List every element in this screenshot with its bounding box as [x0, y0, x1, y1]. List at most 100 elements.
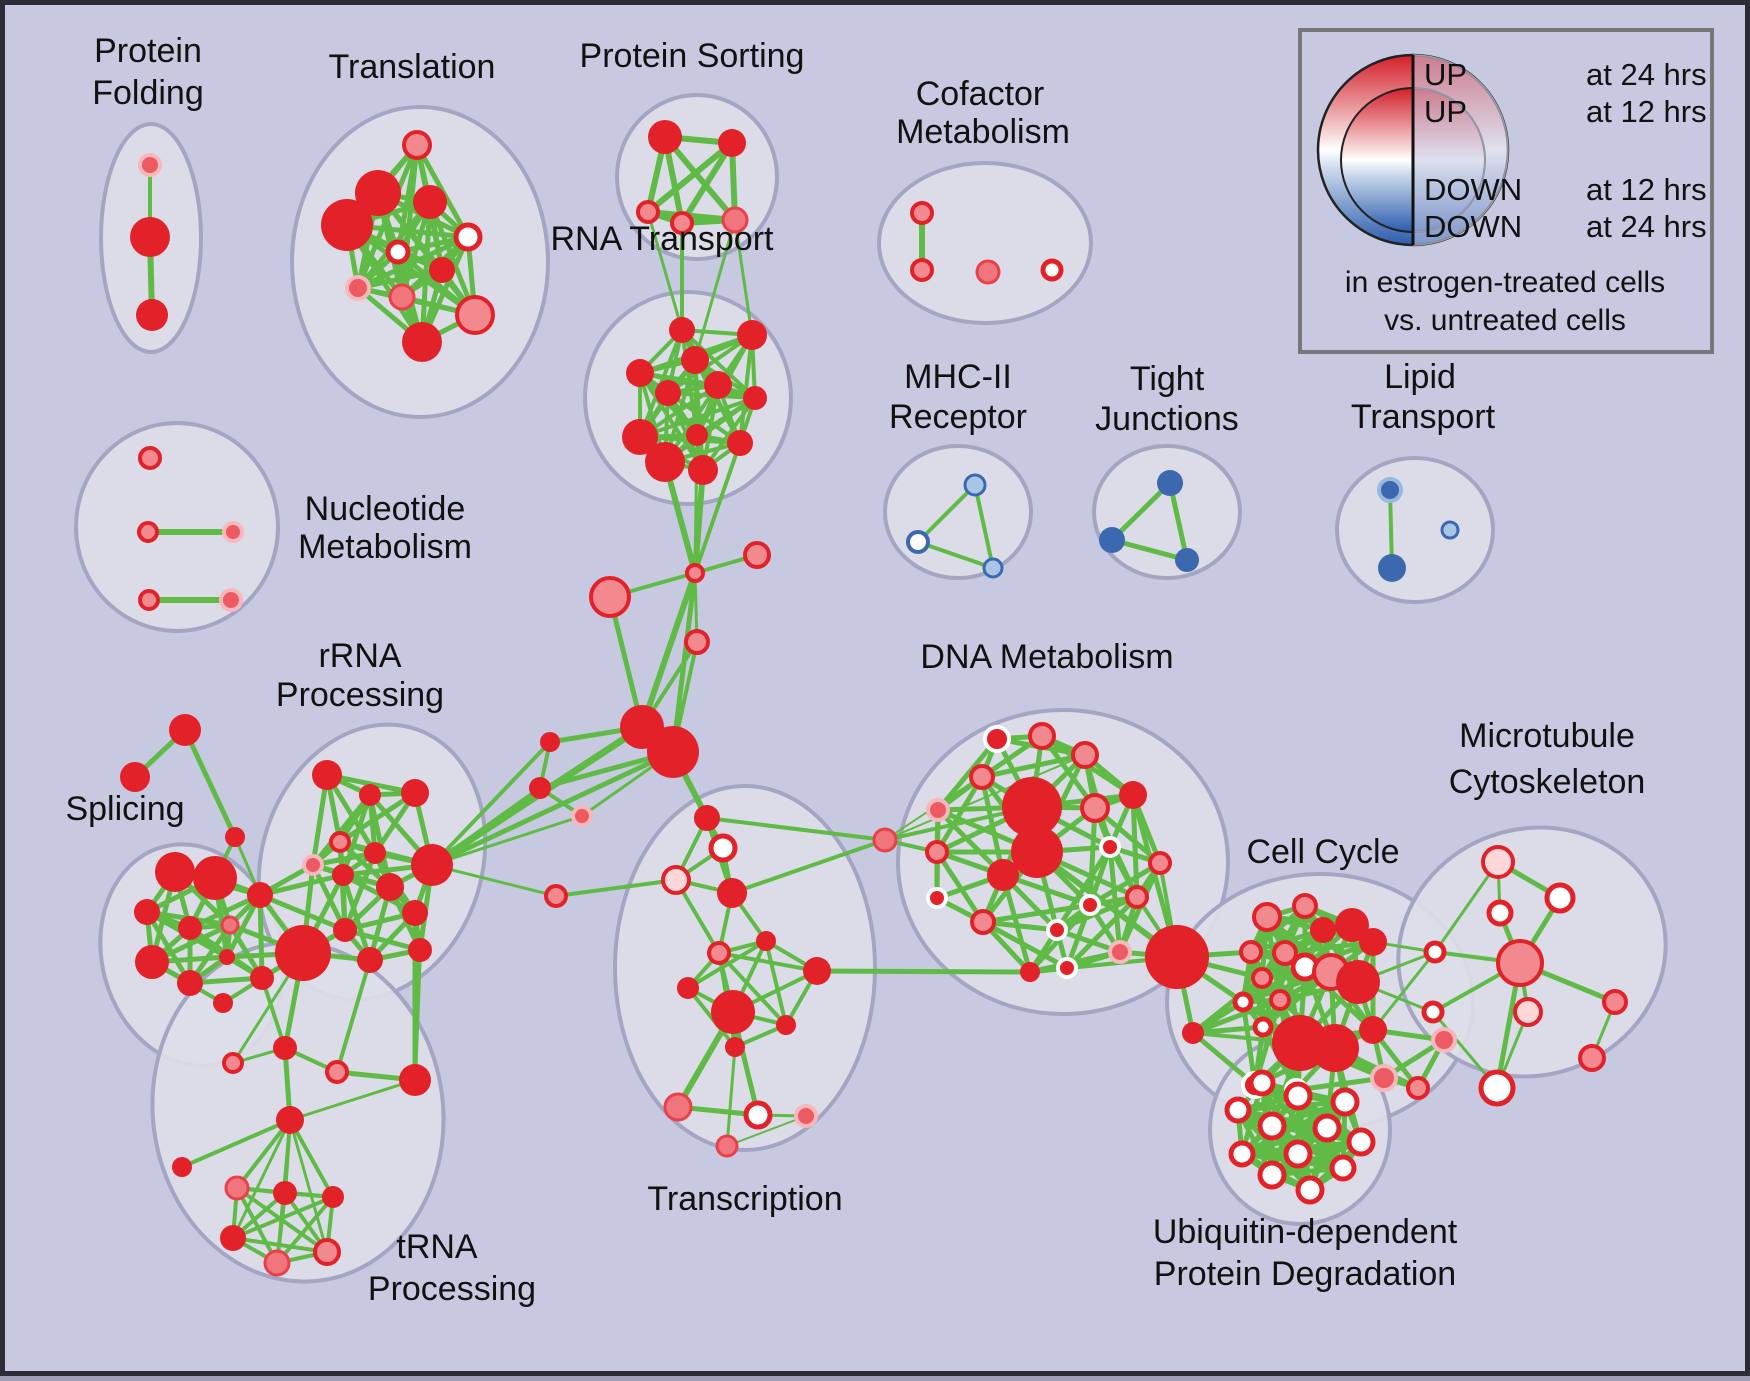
edge — [430, 740, 552, 867]
edge — [693, 441, 742, 575]
network-node-52 — [684, 629, 710, 655]
network-node-73 — [715, 1134, 739, 1158]
network-node-136 — [1145, 925, 1209, 989]
network-node-161 — [1544, 882, 1576, 914]
network-node-33 — [975, 259, 1001, 285]
network-node-77 — [329, 831, 351, 853]
network-node-79 — [364, 842, 386, 864]
network-node-86 — [357, 947, 383, 973]
network-node-92 — [193, 856, 237, 900]
network-node-19 — [669, 317, 695, 343]
edge — [355, 267, 445, 291]
network-node-2 — [136, 299, 168, 331]
edge — [288, 1118, 335, 1199]
edge — [934, 849, 986, 925]
network-node-24 — [655, 380, 681, 406]
network-node-31 — [910, 201, 934, 225]
edge — [980, 919, 1070, 971]
edge — [1064, 902, 1093, 971]
network-node-30 — [688, 455, 718, 485]
edge — [738, 333, 754, 445]
network-node-22 — [626, 359, 654, 387]
network-node-176 — [1346, 1127, 1376, 1157]
edge — [705, 816, 887, 842]
edge — [979, 752, 1088, 780]
edge — [980, 902, 1093, 925]
cluster-lipid-transport — [1335, 456, 1495, 604]
cluster-label-transcription: Transcription — [647, 1180, 842, 1218]
network-node-177 — [1228, 1140, 1256, 1168]
network-node-109 — [273, 1181, 297, 1205]
network-node-111 — [220, 1225, 246, 1251]
network-node-133 — [1108, 940, 1132, 964]
cluster-label-trna-processing: Processing — [368, 1270, 536, 1308]
network-node-91 — [155, 852, 195, 892]
cluster-label-ubiquitin-degradation: Protein Degradation — [1154, 1255, 1456, 1293]
network-node-75 — [359, 784, 381, 806]
network-node-97 — [135, 945, 169, 979]
legend-time-2: at 12 hrs — [1586, 172, 1707, 207]
cluster-label-trna-processing: tRNA — [396, 1228, 478, 1266]
network-node-60 — [661, 865, 691, 895]
network-node-173 — [1224, 1096, 1252, 1124]
network-node-95 — [220, 915, 240, 935]
network-node-120 — [925, 840, 949, 864]
edge — [257, 872, 346, 898]
cluster-label-microtubule-cytoskeleton: Cytoskeleton — [1449, 763, 1646, 801]
edge — [342, 927, 423, 953]
edge — [1109, 480, 1173, 543]
legend-direction-3: DOWN — [1424, 209, 1522, 244]
network-node-84 — [411, 844, 453, 886]
edge — [430, 786, 542, 867]
network-node-130 — [1046, 919, 1068, 941]
network-node-119 — [926, 798, 950, 822]
edge — [884, 754, 1086, 841]
edge — [645, 140, 735, 215]
network-node-93 — [134, 899, 160, 925]
network-node-87 — [408, 938, 432, 962]
edge — [413, 948, 422, 1082]
network-node-57 — [571, 805, 593, 827]
edge — [310, 772, 330, 868]
edge — [231, 1118, 292, 1240]
network-node-137 — [1252, 902, 1282, 932]
legend-caption-1: vs. untreated cells — [1384, 304, 1626, 337]
cluster-label-protein-folding: Folding — [92, 74, 204, 112]
network-node-96 — [247, 882, 273, 908]
network-node-5 — [413, 185, 447, 219]
network-node-101 — [213, 993, 233, 1013]
edge — [1282, 939, 1376, 956]
edge — [934, 774, 985, 855]
network-node-104 — [325, 1060, 349, 1084]
network-node-72 — [794, 1104, 818, 1128]
edge — [733, 218, 754, 337]
legend-time-0: at 24 hrs — [1586, 57, 1707, 92]
edge — [638, 371, 757, 400]
edge — [717, 951, 819, 973]
network-node-74 — [312, 760, 342, 790]
network-node-99 — [219, 949, 235, 965]
network-node-69 — [725, 1037, 745, 1057]
network-node-45 — [137, 521, 159, 543]
network-node-80 — [332, 864, 354, 886]
network-node-108 — [224, 1175, 250, 1201]
edge — [235, 1186, 279, 1265]
network-node-47 — [138, 589, 160, 611]
network-node-151 — [1182, 1022, 1204, 1044]
network-node-174 — [1257, 1111, 1287, 1141]
network-node-0 — [138, 153, 162, 177]
edge — [1167, 480, 1190, 563]
edge — [693, 218, 737, 362]
cluster-tight-junctions — [1092, 444, 1242, 580]
edge — [639, 570, 698, 730]
network-node-59 — [708, 833, 738, 863]
network-node-163 — [1496, 939, 1544, 987]
network-node-56 — [529, 777, 551, 799]
network-node-13 — [402, 322, 442, 362]
network-node-39 — [1099, 527, 1125, 553]
network-node-164 — [1423, 940, 1447, 964]
edge — [646, 210, 684, 332]
network-node-149 — [1269, 989, 1291, 1011]
cluster-label-cofactor-metabolism: Cofactor — [916, 75, 1045, 113]
